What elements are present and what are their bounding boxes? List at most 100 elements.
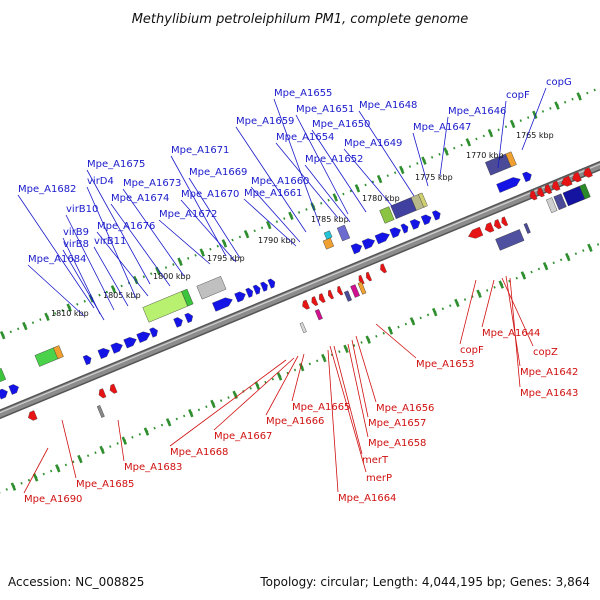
scale-label: 1765 kbp — [516, 131, 554, 140]
ruler-tick — [66, 303, 72, 312]
reverse-gene-arrow — [109, 383, 118, 394]
bottom-leader-line — [351, 339, 369, 418]
ruler-tick — [155, 266, 161, 276]
forward-gene-arrow — [149, 327, 158, 338]
reverse-gene-arrow — [583, 167, 593, 178]
bottom-leader-line — [117, 419, 125, 462]
bottom-gene-label: copF — [460, 345, 484, 356]
top-gene-label: Mpe_A1673 — [123, 178, 181, 189]
backbone-highlight — [0, 163, 600, 414]
ruler-tick — [431, 307, 438, 317]
reverse-gene-arrow — [366, 271, 372, 282]
top-gene-label: virB9 — [63, 227, 89, 238]
ruler-tick — [465, 138, 472, 147]
bottom-leader-line — [355, 335, 377, 403]
gene-block — [553, 193, 567, 211]
top-leader-line — [93, 246, 129, 307]
ruler-tick — [365, 335, 371, 344]
ruler-tick — [177, 257, 183, 266]
forward-gene-arrow — [409, 219, 421, 230]
reverse-gene-arrow — [318, 293, 326, 303]
gene-block — [495, 229, 525, 251]
gene-block — [196, 276, 227, 300]
top-gene-label: Mpe_A1684 — [28, 254, 86, 265]
ruler-tick — [221, 239, 228, 248]
ruler-tick — [99, 445, 105, 455]
top-leader-line — [122, 188, 185, 277]
top-leader-line — [243, 198, 297, 247]
gene-block — [96, 405, 105, 418]
bottom-leader-line — [459, 279, 477, 345]
ruler-tick — [376, 174, 383, 184]
top-gene-label: Mpe_A1649 — [344, 138, 402, 149]
ruler-tick — [165, 418, 172, 427]
gene-block — [350, 284, 360, 298]
ruler-tick — [288, 211, 294, 221]
top-gene-label: Mpe_A1654 — [276, 132, 334, 143]
bottom-leader-line — [329, 345, 367, 473]
gene-block — [314, 309, 323, 321]
top-gene-label: Mpe_A1670 — [181, 189, 239, 200]
reverse-gene-arrow — [529, 190, 538, 201]
top-leader-line — [304, 164, 351, 223]
reverse-gene-arrow — [572, 171, 582, 183]
top-gene-label: Mpe_A1646 — [448, 106, 506, 117]
ruler-tick — [199, 248, 205, 257]
top-gene-label: Mpe_A1651 — [296, 104, 354, 115]
top-leader-line — [273, 98, 321, 227]
bottom-gene-label: Mpe_A1642 — [520, 367, 578, 378]
ruler-tick — [276, 372, 283, 381]
ruler-tick — [454, 298, 460, 308]
ruler-tick — [0, 331, 6, 340]
top-gene-label: virD4 — [87, 176, 114, 187]
gene-block — [53, 345, 64, 360]
top-gene-label: Mpe_A1650 — [312, 119, 370, 130]
forward-gene-arrow — [0, 388, 8, 400]
gene-block — [336, 224, 351, 242]
top-leader-line — [96, 231, 149, 297]
top-ruler — [0, 86, 600, 338]
bottom-gene-label: Mpe_A1653 — [416, 359, 474, 370]
forward-gene-arrow — [252, 284, 261, 295]
forward-gene-arrow — [110, 342, 123, 354]
top-leader-line — [497, 100, 507, 169]
top-gene-label: Mpe_A1661 — [244, 188, 302, 199]
reverse-gene-arrow — [380, 263, 387, 274]
top-gene-label: Mpe_A1648 — [359, 100, 417, 111]
top-gene-label: virB8 — [63, 239, 89, 250]
bottom-gene-label: Mpe_A1683 — [124, 462, 182, 473]
bottom-gene-label: merP — [366, 473, 392, 484]
top-gene-label: Mpe_A1671 — [171, 145, 229, 156]
bottom-gene-label: Mpe_A1664 — [338, 493, 396, 504]
ruler-tick — [321, 353, 327, 363]
ruler-tick — [476, 289, 482, 298]
gene-block — [379, 206, 395, 224]
scale-label: 1795 kbp — [207, 254, 245, 263]
bottom-leader-line — [333, 345, 363, 455]
scale-label: 1770 kbp — [466, 151, 504, 160]
top-gene-label: Mpe_A1659 — [236, 116, 294, 127]
map-title: Methylibium petroleiphilum PM1, complete… — [132, 12, 469, 27]
reverse-gene-arrow — [28, 410, 38, 421]
ruler-tick — [565, 252, 571, 262]
forward-gene-arrow — [260, 281, 268, 292]
bottom-gene-label: merT — [362, 455, 389, 466]
gene-block — [181, 288, 194, 307]
bottom-ruler — [0, 242, 600, 494]
bottom-gene-label: Mpe_A1665 — [292, 402, 350, 413]
reverse-gene-arrow — [537, 187, 545, 198]
ruler-tick — [487, 128, 494, 138]
top-leader-line — [343, 148, 393, 207]
top-leader-line — [358, 110, 415, 197]
label-layer: copGcopFMpe_A1646Mpe_A1647Mpe_A1648Mpe_A… — [17, 77, 578, 505]
top-gene-label: Mpe_A1652 — [305, 154, 363, 165]
forward-gene-arrow — [245, 287, 253, 298]
bottom-leader-line — [375, 323, 417, 359]
gene-block — [523, 222, 531, 234]
forward-gene-arrow — [184, 312, 193, 323]
ruler-tick — [354, 184, 361, 193]
top-leader-line — [295, 114, 349, 215]
top-leader-line — [275, 142, 339, 219]
top-gene-label: virB11 — [94, 236, 126, 247]
top-gene-label: Mpe_A1660 — [251, 176, 309, 187]
